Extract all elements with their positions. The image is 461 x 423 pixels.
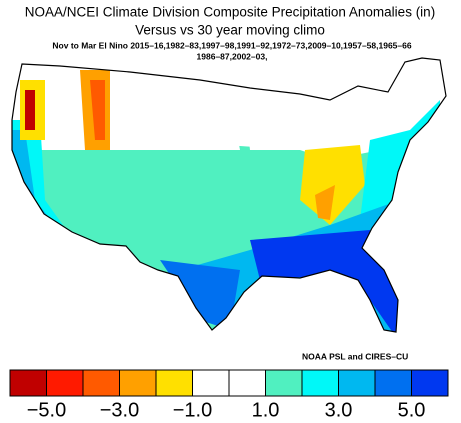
period-line: Nov to Mar El Nino 2015–16,1982–83,1997–… <box>52 40 411 50</box>
colorbar-box <box>411 369 449 397</box>
period-line: 1986–87,2002–03, <box>197 51 268 61</box>
colorbar-box <box>192 369 230 397</box>
colorbar-box <box>265 369 303 397</box>
colorbar-box <box>9 369 47 397</box>
colorbar-box <box>119 369 157 397</box>
colorbar-box <box>228 369 266 397</box>
subtitle: Versus vs 30 year moving climo <box>135 23 325 38</box>
title: NOAA/NCEI Climate Division Composite Pre… <box>25 5 435 20</box>
colorbar-box <box>155 369 193 397</box>
colorbar: −5.0 −3.0 −1.0 1.0 3.0 5.0 <box>9 369 449 421</box>
colorbar-box <box>374 369 412 397</box>
colorbar-box <box>46 369 84 397</box>
colorbar-label: −1.0 <box>173 399 212 421</box>
map-outline <box>11 57 447 333</box>
colorbar-label: 5.0 <box>398 399 426 421</box>
colorbar-label: 1.0 <box>252 399 280 421</box>
colorbar-box <box>82 369 120 397</box>
colorbar-label: −5.0 <box>27 399 66 421</box>
colorbar-label: 3.0 <box>325 399 353 421</box>
credit: NOAA PSL and CIRES–CU <box>302 351 408 361</box>
colorbar-box <box>301 369 339 397</box>
colorbar-label: −3.0 <box>100 399 139 421</box>
colorbar-box <box>338 369 376 397</box>
